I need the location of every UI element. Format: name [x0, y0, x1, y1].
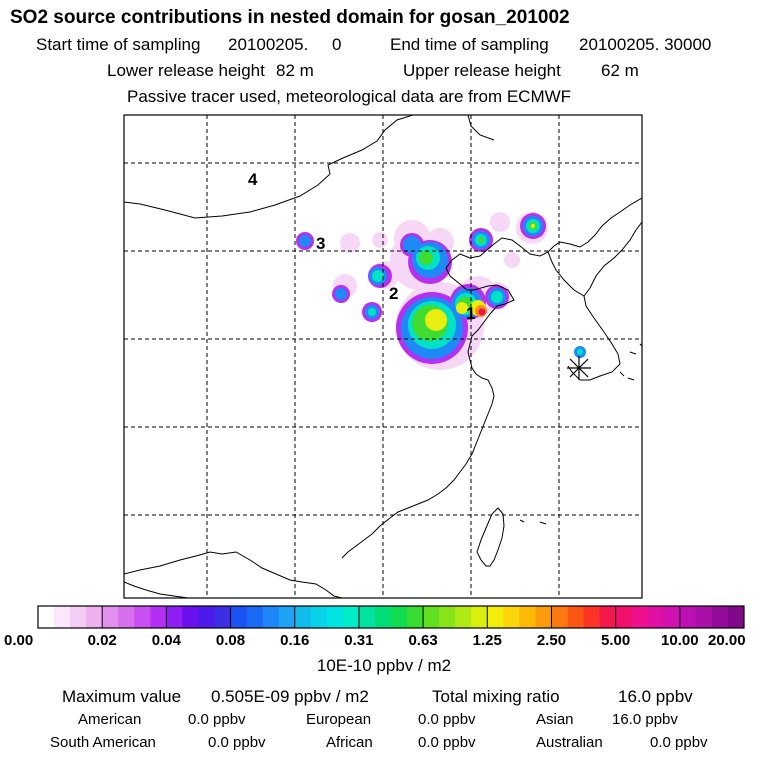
- colorbar-swatch: [214, 606, 231, 628]
- colorbar-swatch: [342, 606, 360, 628]
- colorbar-tick-label: 0.04: [151, 632, 181, 649]
- source-label-1: 1: [466, 304, 475, 323]
- colorbar-dividers: [101, 606, 681, 628]
- colorbar-swatch: [439, 606, 456, 628]
- colorbar-frame: [37, 605, 745, 629]
- colorbar-swatch: [246, 606, 264, 628]
- region-name: European: [306, 711, 372, 728]
- colorbar-swatch: [535, 606, 552, 628]
- source-label-4: 4: [248, 170, 258, 189]
- colorbar-swatch: [262, 606, 280, 628]
- start-time-label: Start time of sampling: [36, 35, 201, 54]
- upper-height-value: 62 m: [601, 61, 639, 80]
- colorbar-swatch: [567, 606, 584, 628]
- end-time-label: End time of sampling: [390, 35, 549, 54]
- region-name: American: [78, 711, 142, 728]
- lower-height-value: 82 m: [276, 61, 314, 80]
- colorbar-swatch: [423, 606, 440, 628]
- colorbar-swatch: [38, 606, 55, 628]
- colorbar-tick-label: 2.50: [536, 632, 567, 649]
- colorbar-tick-label: 0.16: [280, 632, 310, 649]
- colorbar-swatch: [551, 606, 568, 628]
- colorbar-swatch: [487, 606, 504, 628]
- lower-height-label: Lower release height: [107, 61, 265, 80]
- colorbar-swatch: [727, 606, 745, 628]
- colorbar-swatch: [503, 606, 520, 628]
- colorbar-swatch: [663, 606, 681, 628]
- region-value: 0.0 ppbv: [418, 711, 476, 728]
- colorbar-swatch: [86, 606, 103, 628]
- colorbar-swatch: [391, 606, 408, 628]
- map-frame: [123, 114, 643, 599]
- total-mixing-label: Total mixing ratio: [432, 687, 560, 706]
- region-name: South American: [50, 734, 156, 751]
- region-name: African: [326, 734, 373, 751]
- colorbar-swatch: [455, 606, 472, 628]
- colorbar-swatch: [102, 606, 119, 628]
- region-name: Asian: [536, 711, 574, 728]
- receptor-asterisk-icon: [567, 356, 591, 380]
- region-value: 0.0 ppbv: [418, 734, 476, 751]
- colorbar-swatch: [615, 606, 633, 628]
- max-value-label: Maximum value: [62, 687, 182, 706]
- colorbar-swatch: [711, 606, 729, 628]
- start-time-value: 20100205. 0: [228, 35, 342, 54]
- colorbar-tick-label: 1.25: [472, 632, 502, 649]
- region-value: 16.0 ppbv: [612, 711, 678, 728]
- colorbar-tick-label: 0.00: [4, 632, 34, 649]
- colorbar-swatch: [583, 606, 600, 628]
- colorbar-swatch: [198, 606, 215, 628]
- upper-height-label: Upper release height: [403, 61, 561, 80]
- colorbar-swatch: [471, 606, 488, 628]
- source-label-3: 3: [316, 234, 325, 253]
- tracer-note: Passive tracer used, meteorological data…: [127, 87, 572, 106]
- units-label: 10E-10 ppbv / m2: [316, 656, 452, 675]
- colorbar-swatch: [599, 606, 617, 628]
- colorbar-tick-label: 20.00: [708, 632, 746, 649]
- colorbar-swatch: [150, 606, 167, 628]
- colorbar-swatch: [679, 606, 697, 628]
- colorbar-swatch: [358, 606, 376, 628]
- max-value: 0.505E-09 ppbv / m2: [211, 687, 369, 706]
- colorbar-swatch: [118, 606, 135, 628]
- latlon-grid: [124, 115, 642, 598]
- coastlines: [124, 115, 642, 598]
- colorbar-swatch: [631, 606, 649, 628]
- colorbar-tick-label: 10.00: [661, 632, 699, 649]
- colorbar-tick-label: 0.08: [215, 632, 246, 649]
- colorbar-swatch: [134, 606, 151, 628]
- region-name: Australian: [536, 734, 603, 751]
- region-value: 0.0 ppbv: [188, 711, 246, 728]
- concentration-plume: [296, 212, 586, 370]
- colorbar-swatch: [326, 606, 344, 628]
- colorbar-tick-label: 0.63: [408, 632, 438, 649]
- colorbar-swatch: [310, 606, 328, 628]
- colorbar-swatch: [647, 606, 665, 628]
- colorbar-swatch: [70, 606, 87, 628]
- page-title: SO2 source contributions in nested domai…: [10, 7, 570, 28]
- colorbar-swatch: [519, 606, 536, 628]
- colorbar-swatch: [182, 606, 199, 628]
- region-value: 0.0 ppbv: [208, 734, 266, 751]
- end-time-value: 20100205. 30000: [579, 35, 712, 54]
- colorbar-swatch: [230, 606, 247, 628]
- colorbar-tick-label: 5.00: [601, 632, 631, 649]
- colorbar-swatch: [407, 606, 424, 628]
- colorbar-swatch: [374, 606, 392, 628]
- region-value: 0.0 ppbv: [650, 734, 708, 751]
- colorbar-swatch: [54, 606, 71, 628]
- colorbar: [38, 606, 745, 628]
- colorbar-swatch: [695, 606, 713, 628]
- colorbar-swatch: [166, 606, 183, 628]
- colorbar-swatch: [294, 606, 312, 628]
- total-mixing-value: 16.0 ppbv: [618, 687, 693, 706]
- colorbar-swatch: [278, 606, 296, 628]
- source-label-2: 2: [389, 284, 398, 303]
- colorbar-tick-label: 0.02: [87, 632, 117, 649]
- colorbar-tick-label: 0.31: [344, 632, 374, 649]
